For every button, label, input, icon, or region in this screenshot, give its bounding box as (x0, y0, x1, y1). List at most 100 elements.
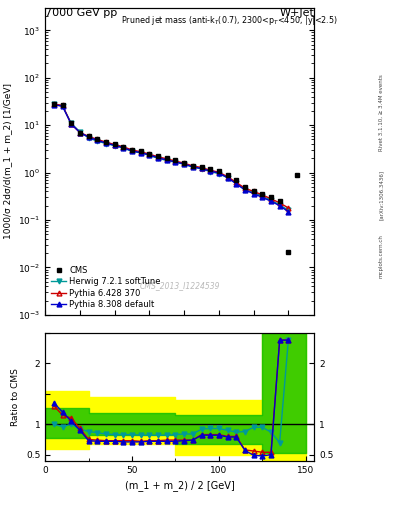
Herwig 7.2.1 softTune (173, 159, 178, 165)
Herwig 7.2.1 softTune (60, 103, 65, 110)
CMS (251, 188, 256, 195)
Herwig 7.2.1 softTune (260, 193, 264, 199)
CMS (217, 167, 221, 174)
Pythia 6.428 370 (217, 169, 221, 175)
CMS (191, 163, 195, 169)
Pythia 8.308 default (86, 134, 91, 140)
Herwig 7.2.1 softTune (242, 186, 247, 193)
Pythia 8.308 default (77, 130, 82, 136)
CMS (295, 172, 299, 178)
CMS (130, 147, 134, 153)
Text: CMS_2013_I1224539: CMS_2013_I1224539 (140, 281, 220, 290)
Herwig 7.2.1 softTune (251, 189, 256, 196)
CMS (277, 198, 282, 204)
Pythia 6.428 370 (199, 164, 204, 170)
CMS (95, 136, 100, 142)
Pythia 6.428 370 (242, 185, 247, 191)
Pythia 8.308 default (199, 165, 204, 172)
Herwig 7.2.1 softTune (77, 129, 82, 135)
Herwig 7.2.1 softTune (121, 145, 126, 151)
CMS (60, 102, 65, 109)
Pythia 6.428 370 (121, 144, 126, 150)
Pythia 8.308 default (191, 164, 195, 170)
Y-axis label: Ratio to CMS: Ratio to CMS (11, 368, 20, 426)
Herwig 7.2.1 softTune (191, 164, 195, 170)
CMS (173, 157, 178, 163)
CMS (86, 133, 91, 139)
Pythia 6.428 370 (95, 136, 100, 142)
Pythia 8.308 default (138, 150, 143, 156)
CMS (112, 141, 117, 147)
Pythia 8.308 default (182, 161, 187, 167)
CMS (104, 139, 108, 145)
CMS (269, 195, 274, 201)
Herwig 7.2.1 softTune (86, 135, 91, 141)
Pythia 6.428 370 (86, 133, 91, 139)
Pythia 8.308 default (69, 121, 73, 127)
Pythia 8.308 default (156, 155, 160, 161)
CMS (234, 177, 239, 183)
Pythia 6.428 370 (173, 158, 178, 164)
Herwig 7.2.1 softTune (130, 148, 134, 155)
Pythia 6.428 370 (182, 160, 187, 166)
Pythia 6.428 370 (164, 156, 169, 162)
Text: [arXiv:1306.3436]: [arXiv:1306.3436] (379, 169, 384, 220)
Pythia 8.308 default (234, 181, 239, 187)
Pythia 6.428 370 (60, 102, 65, 109)
Text: Rivet 3.1.10, ≥ 3.4M events: Rivet 3.1.10, ≥ 3.4M events (379, 74, 384, 151)
Pythia 8.308 default (225, 175, 230, 181)
Pythia 6.428 370 (77, 130, 82, 136)
Herwig 7.2.1 softTune (164, 157, 169, 163)
Line: Herwig 7.2.1 softTune: Herwig 7.2.1 softTune (51, 101, 291, 213)
Pythia 6.428 370 (138, 148, 143, 155)
Herwig 7.2.1 softTune (269, 197, 274, 203)
Pythia 8.308 default (164, 157, 169, 163)
Herwig 7.2.1 softTune (104, 140, 108, 146)
Pythia 6.428 370 (260, 191, 264, 198)
Pythia 6.428 370 (130, 147, 134, 153)
Herwig 7.2.1 softTune (225, 175, 230, 181)
Herwig 7.2.1 softTune (277, 202, 282, 208)
Pythia 8.308 default (60, 103, 65, 110)
Legend: CMS, Herwig 7.2.1 softTune, Pythia 6.428 370, Pythia 8.308 default: CMS, Herwig 7.2.1 softTune, Pythia 6.428… (50, 264, 163, 311)
Pythia 6.428 370 (286, 205, 291, 211)
Pythia 6.428 370 (51, 101, 56, 107)
Pythia 8.308 default (121, 144, 126, 151)
Herwig 7.2.1 softTune (199, 166, 204, 172)
Herwig 7.2.1 softTune (69, 120, 73, 126)
Line: Pythia 6.428 370: Pythia 6.428 370 (51, 101, 291, 210)
Herwig 7.2.1 softTune (95, 138, 100, 144)
Pythia 8.308 default (112, 142, 117, 148)
Pythia 8.308 default (260, 195, 264, 201)
Pythia 8.308 default (173, 159, 178, 165)
CMS (225, 172, 230, 178)
CMS (138, 148, 143, 155)
Text: W+Jet: W+Jet (279, 8, 314, 18)
CMS (182, 160, 187, 166)
Pythia 6.428 370 (104, 139, 108, 145)
Pythia 6.428 370 (112, 141, 117, 147)
CMS (199, 164, 204, 170)
Text: 7000 GeV pp: 7000 GeV pp (45, 8, 118, 18)
CMS (121, 144, 126, 150)
Text: Pruned jet mass (anti-k$_{T}$(0.7), 2300<p$_{T}$<450, |y|<2.5): Pruned jet mass (anti-k$_{T}$(0.7), 2300… (121, 14, 338, 27)
Pythia 6.428 370 (251, 188, 256, 195)
Pythia 6.428 370 (147, 151, 152, 157)
Pythia 6.428 370 (208, 167, 213, 174)
CMS (260, 191, 264, 197)
Herwig 7.2.1 softTune (217, 170, 221, 177)
Y-axis label: 1000/σ 2dσ/d(m_1 + m_2) [1/GeV]: 1000/σ 2dσ/d(m_1 + m_2) [1/GeV] (4, 83, 13, 239)
CMS (164, 155, 169, 161)
Herwig 7.2.1 softTune (51, 101, 56, 107)
Pythia 8.308 default (251, 190, 256, 197)
Line: CMS: CMS (51, 101, 299, 254)
CMS (147, 151, 152, 157)
Pythia 8.308 default (51, 102, 56, 108)
Text: mcplots.cern.ch: mcplots.cern.ch (379, 234, 384, 278)
Pythia 6.428 370 (69, 121, 73, 127)
Herwig 7.2.1 softTune (112, 142, 117, 148)
Pythia 6.428 370 (234, 179, 239, 185)
CMS (242, 184, 247, 190)
Herwig 7.2.1 softTune (147, 153, 152, 159)
Pythia 8.308 default (95, 137, 100, 143)
